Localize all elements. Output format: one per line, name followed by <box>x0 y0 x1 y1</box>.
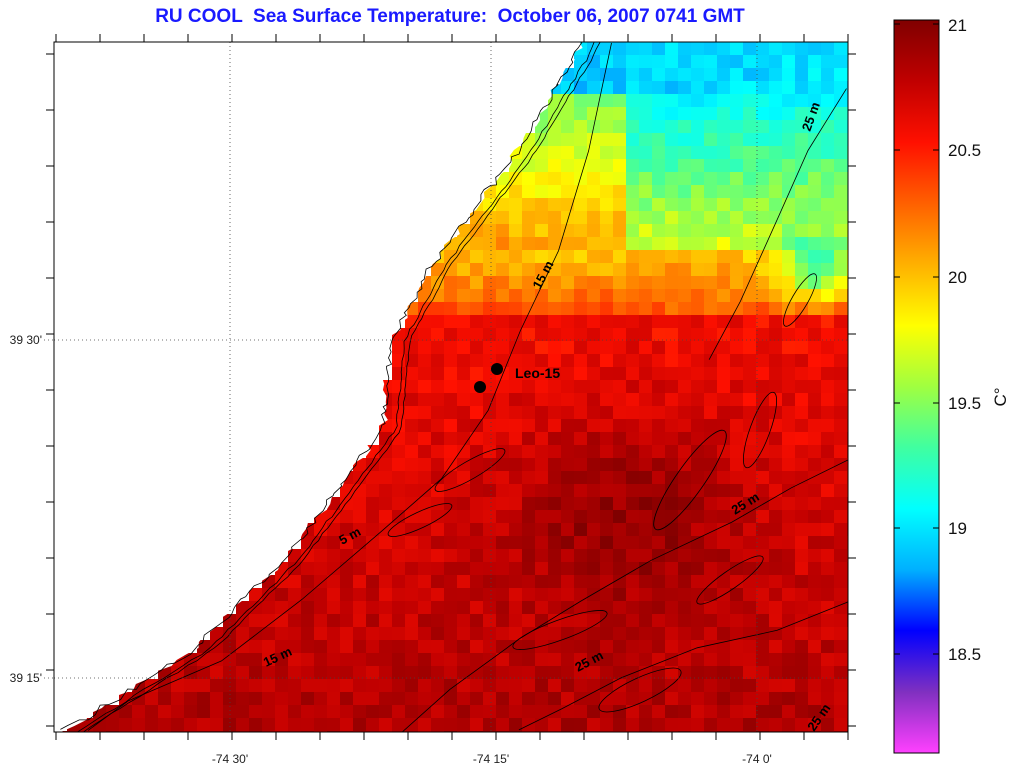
lon-label-74-15: -74 15' <box>473 752 509 766</box>
colorbar-tick-20-5: 20.5 <box>948 141 981 160</box>
colorbar-scale <box>893 19 940 754</box>
station-leo-15[interactable]: Leo-15 <box>474 363 560 393</box>
colorbar-unit-label: C° <box>991 387 1010 406</box>
lon-label-74-30: -74 30' <box>212 752 248 766</box>
map-title: RU COOL Sea Surface Temperature: October… <box>155 6 745 27</box>
axis-ticks <box>46 34 856 740</box>
land-mask <box>54 42 583 732</box>
colorbar-tick-20: 20 <box>948 268 967 287</box>
colorbar-tick-18-5: 18.5 <box>948 645 981 664</box>
lat-label-39-15: 39 15' <box>10 671 42 685</box>
bathymetry-contours <box>60 42 848 732</box>
colorbar-tick-19-5: 19.5 <box>948 394 981 413</box>
colorbar-tick-19: 19 <box>948 519 967 538</box>
lat-label-39-30: 39 30' <box>10 333 42 347</box>
colorbar-tick-21: 21 <box>948 16 967 35</box>
sst-raster <box>54 42 848 732</box>
station-marker[interactable] <box>474 381 486 393</box>
station-marker[interactable] <box>491 363 503 375</box>
map-frame <box>53 41 849 733</box>
station-label: Leo-15 <box>515 365 560 381</box>
colorbar-ticks <box>894 23 939 655</box>
lon-label-74-0: -74 0' <box>742 752 772 766</box>
graticule <box>44 42 848 732</box>
